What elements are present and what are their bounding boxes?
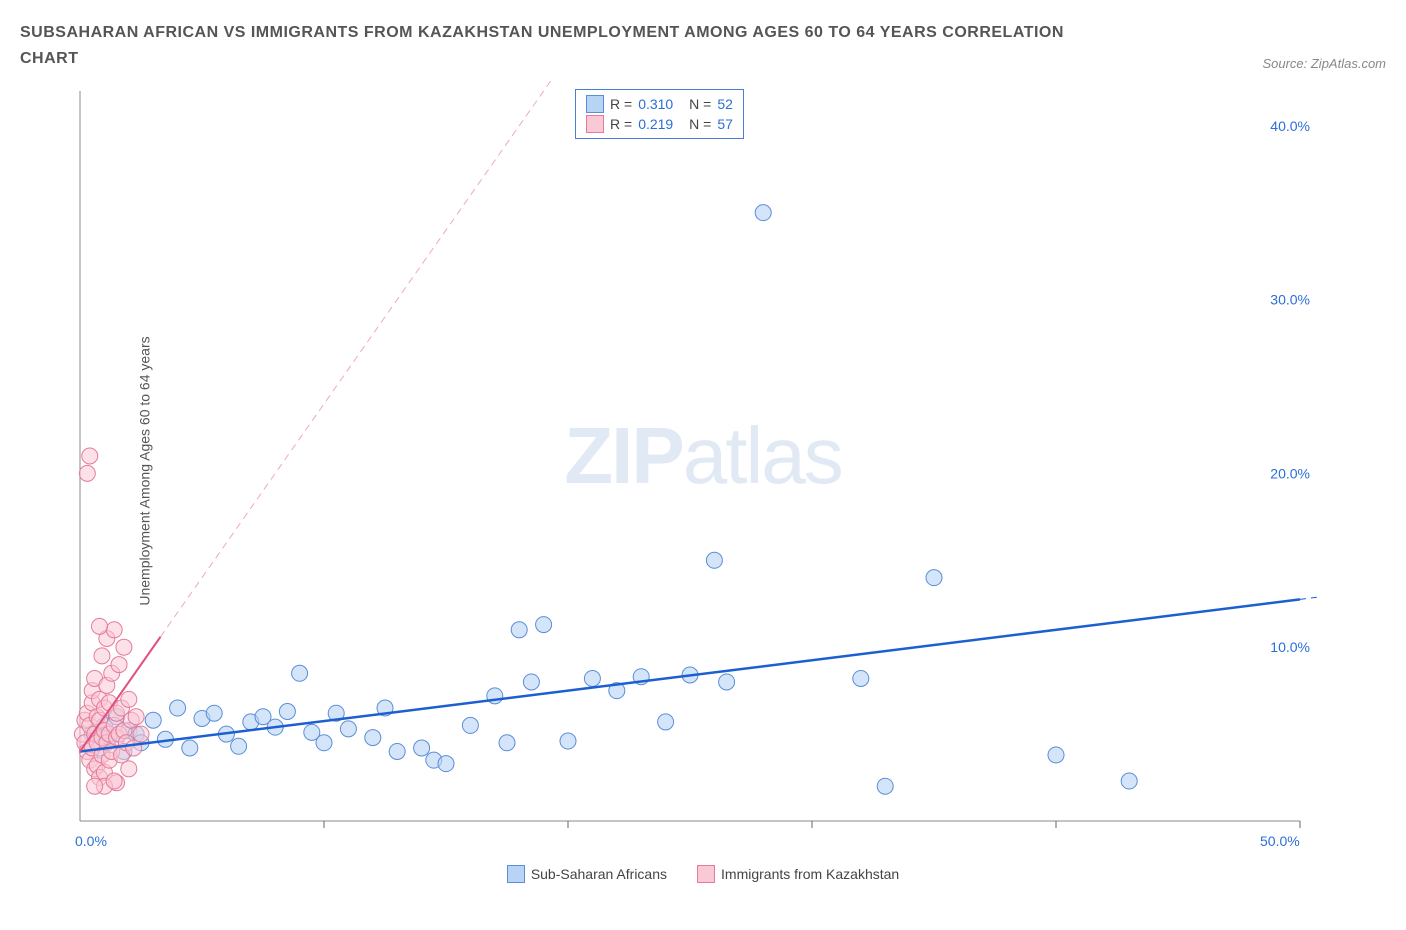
x-legend: Sub-Saharan Africans Immigrants from Kaz… <box>20 865 1386 883</box>
n-label: N = <box>689 116 711 132</box>
r-label: R = <box>610 96 632 112</box>
n-label: N = <box>689 96 711 112</box>
svg-text:40.0%: 40.0% <box>1270 118 1310 134</box>
r-value: 0.310 <box>638 96 673 112</box>
square-icon <box>507 865 525 883</box>
square-icon <box>697 865 715 883</box>
legend-item-blue: Sub-Saharan Africans <box>507 865 667 883</box>
stats-box: R = 0.310 N = 52 R = 0.219 N = 57 <box>575 89 744 139</box>
chart-title: SUBSAHARAN AFRICAN VS IMMIGRANTS FROM KA… <box>20 20 1120 71</box>
scatter-plot: 10.0% 20.0% 30.0% 40.0% <box>20 81 1320 861</box>
y-axis-label: Unemployment Among Ages 60 to 64 years <box>137 337 153 606</box>
legend-item-pink: Immigrants from Kazakhstan <box>697 865 899 883</box>
x-origin-label: 0.0% <box>75 833 107 849</box>
stats-row-blue: R = 0.310 N = 52 <box>586 94 733 114</box>
stats-row-pink: R = 0.219 N = 57 <box>586 114 733 134</box>
r-label: R = <box>610 116 632 132</box>
svg-text:20.0%: 20.0% <box>1270 466 1310 482</box>
n-value: 52 <box>717 96 733 112</box>
svg-text:30.0%: 30.0% <box>1270 292 1310 308</box>
legend-label: Immigrants from Kazakhstan <box>721 866 899 882</box>
x-max-label: 50.0% <box>1260 833 1300 849</box>
source-label: Source: ZipAtlas.com <box>1262 56 1386 71</box>
svg-text:10.0%: 10.0% <box>1270 639 1310 655</box>
legend-label: Sub-Saharan Africans <box>531 866 667 882</box>
square-icon <box>586 115 604 133</box>
square-icon <box>586 95 604 113</box>
r-value: 0.219 <box>638 116 673 132</box>
plot-area: Unemployment Among Ages 60 to 64 years Z… <box>20 81 1386 861</box>
n-value: 57 <box>717 116 733 132</box>
